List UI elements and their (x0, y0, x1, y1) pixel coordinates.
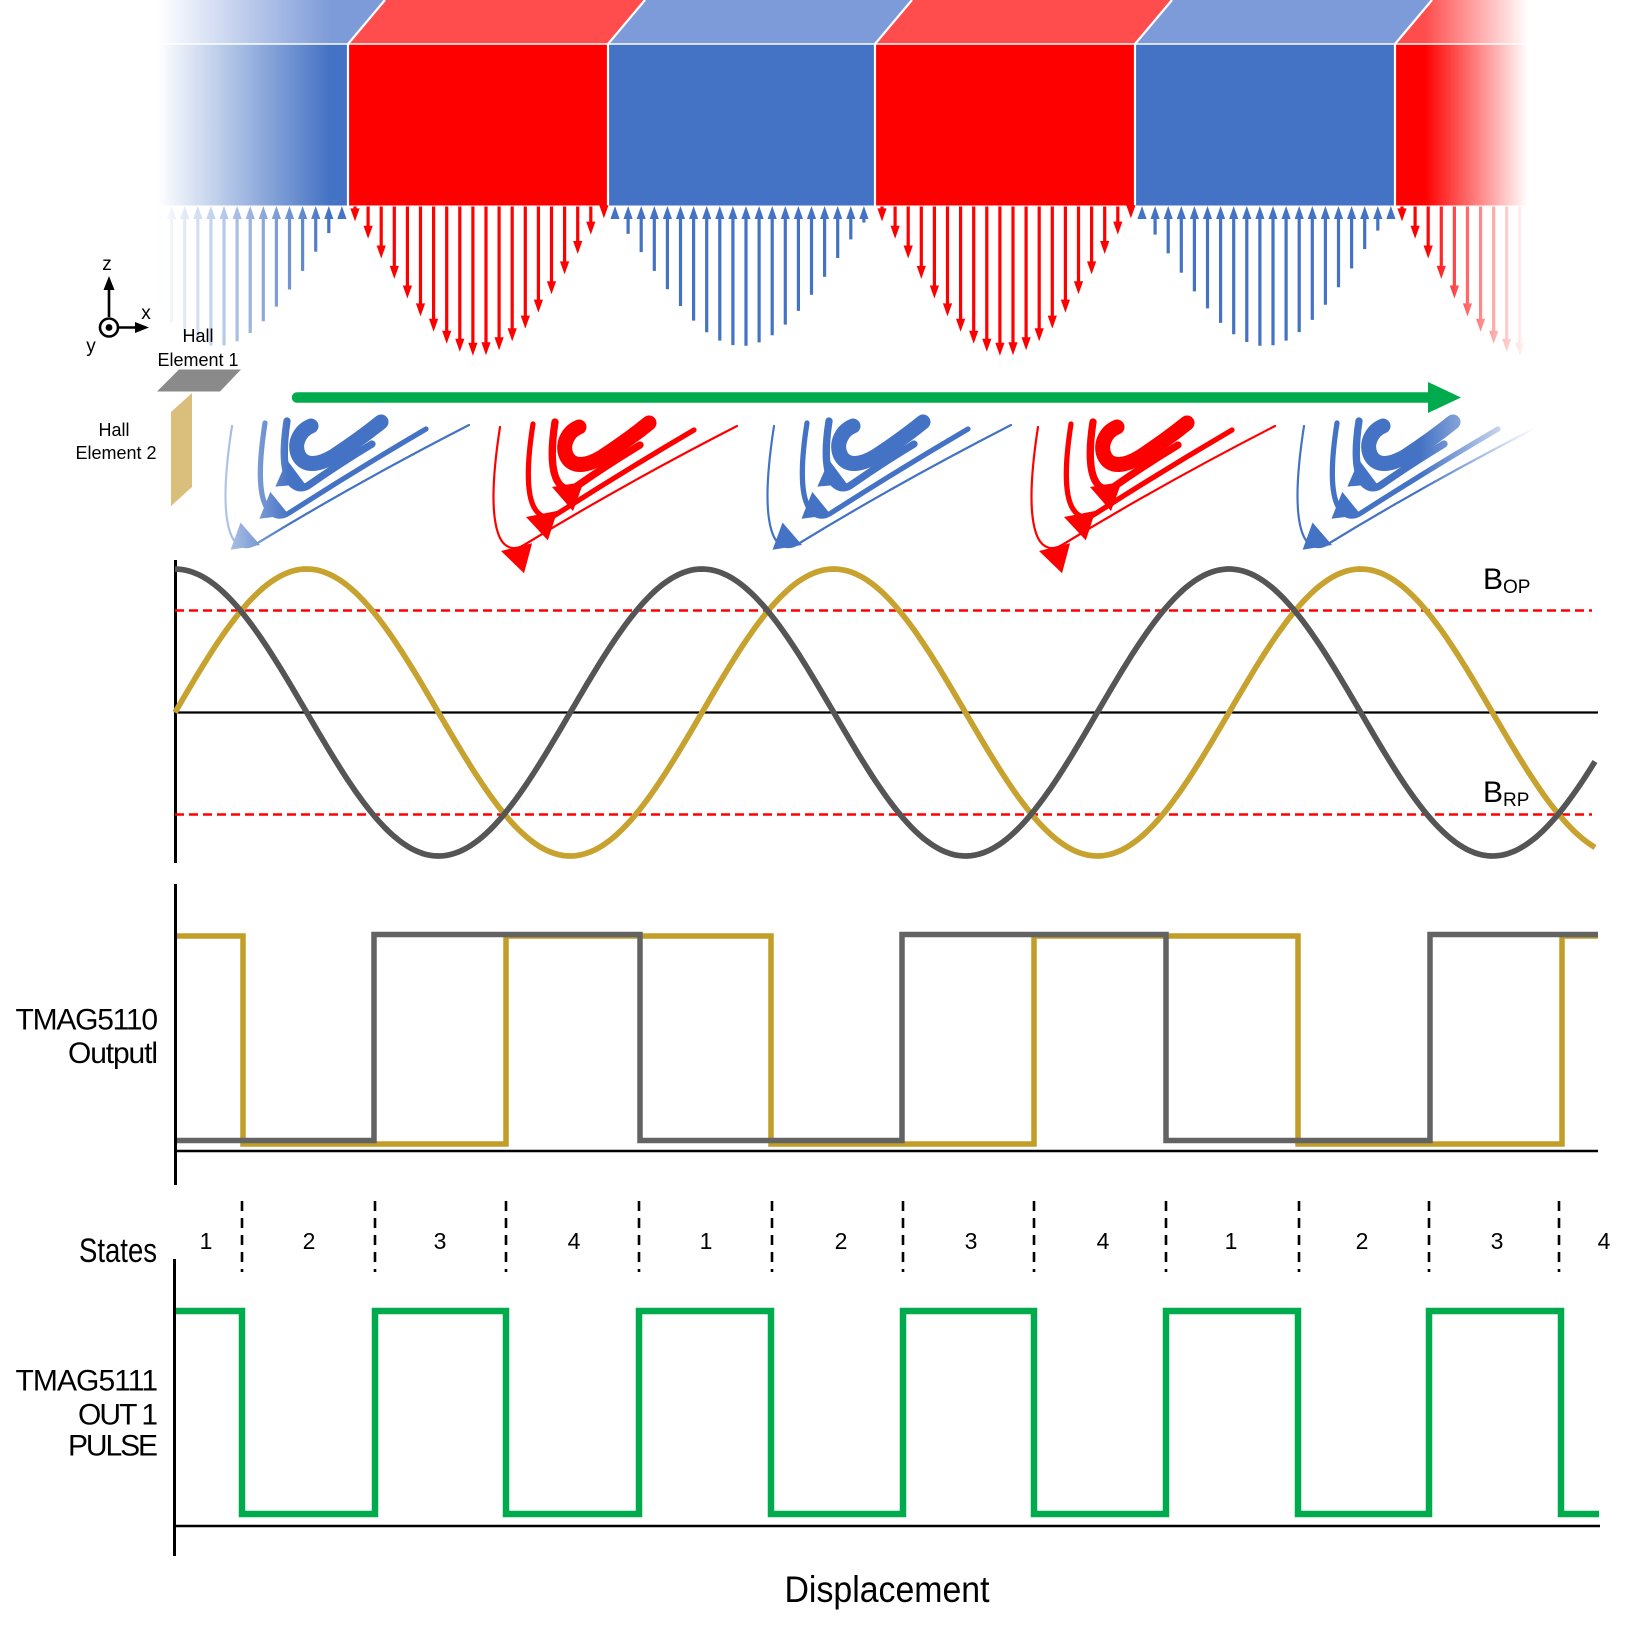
svg-text:Displacement: Displacement (785, 1569, 991, 1610)
svg-text:1: 1 (1225, 1228, 1238, 1254)
svg-text:2: 2 (1356, 1228, 1369, 1254)
svg-text:3: 3 (434, 1228, 447, 1254)
svg-text:OUT 1: OUT 1 (78, 1399, 158, 1432)
svg-text:y: y (86, 336, 96, 357)
svg-text:Hall: Hall (98, 420, 129, 440)
svg-text:3: 3 (965, 1228, 978, 1254)
svg-text:Element 2: Element 2 (75, 443, 156, 463)
svg-text:TMAG5110: TMAG5110 (16, 1004, 159, 1037)
svg-text:Element 1: Element 1 (157, 350, 238, 370)
svg-text:States: States (79, 1232, 157, 1270)
svg-text:z: z (102, 254, 112, 275)
svg-text:PULSE: PULSE (68, 1430, 158, 1463)
svg-text:2: 2 (303, 1228, 316, 1254)
svg-text:1: 1 (200, 1228, 213, 1254)
svg-text:BRP: BRP (1483, 776, 1529, 811)
svg-text:4: 4 (1097, 1228, 1110, 1254)
svg-text:Hall: Hall (182, 326, 213, 346)
svg-text:4: 4 (1598, 1228, 1611, 1254)
svg-text:x: x (141, 303, 151, 324)
svg-text:1: 1 (700, 1228, 713, 1254)
svg-text:BOP: BOP (1483, 563, 1530, 598)
svg-text:Outputl: Outputl (68, 1037, 158, 1070)
svg-text:3: 3 (1491, 1228, 1504, 1254)
svg-text:4: 4 (568, 1228, 581, 1254)
svg-text:TMAG5111: TMAG5111 (16, 1365, 159, 1398)
svg-text:2: 2 (835, 1228, 848, 1254)
